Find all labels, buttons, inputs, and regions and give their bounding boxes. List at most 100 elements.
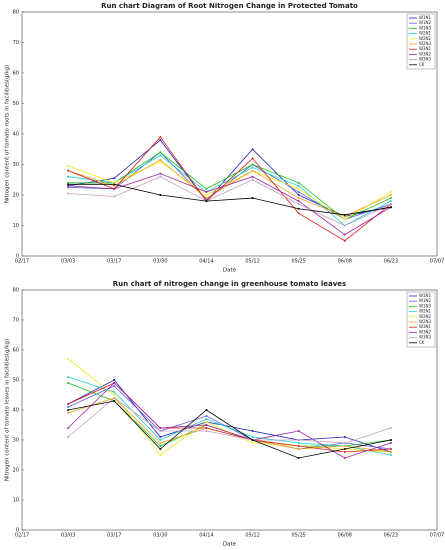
data-point [251, 178, 254, 181]
data-point [205, 421, 208, 423]
data-point [297, 442, 300, 444]
data-point [205, 190, 208, 193]
data-point [251, 175, 254, 178]
y-tick-label: 10 [13, 223, 19, 229]
data-point [159, 436, 162, 438]
x-tick-label: 06/08 [338, 259, 352, 265]
data-point [113, 195, 116, 198]
series-line [67, 358, 391, 456]
data-point [389, 439, 392, 441]
data-point [389, 442, 392, 444]
data-point [159, 442, 162, 444]
data-point [67, 358, 70, 360]
data-point [113, 184, 116, 187]
y-tick-label: 20 [13, 193, 19, 199]
plot-frame [21, 289, 438, 531]
data-point [297, 187, 300, 190]
data-point [251, 442, 254, 444]
legend-label: W3N1 [419, 46, 431, 51]
data-point [251, 148, 254, 151]
data-point [159, 454, 162, 456]
x-tick-label: 02/17 [15, 533, 29, 539]
series-line [67, 136, 392, 242]
x-axis-label: Date [223, 268, 237, 274]
data-point [205, 427, 208, 429]
series-line [67, 385, 391, 450]
data-point [297, 181, 300, 184]
legend-label: W3N2 [419, 51, 431, 56]
x-tick-label: 03/03 [61, 533, 75, 539]
x-tick-label: 05/25 [291, 533, 305, 539]
data-point [205, 430, 208, 432]
data-point [205, 200, 208, 203]
data-point [389, 454, 392, 456]
series-line [67, 382, 392, 459]
series-line [67, 376, 391, 456]
data-point [67, 403, 70, 405]
data-point [113, 394, 116, 396]
series-line [68, 176, 392, 226]
plot-frame [21, 11, 438, 257]
data-point [297, 184, 300, 187]
series-line [67, 397, 392, 444]
data-point [251, 197, 254, 200]
data-point [205, 424, 208, 426]
x-tick-label: 06/23 [384, 259, 398, 265]
x-axis-label: Date [223, 542, 237, 548]
data-point [113, 391, 116, 393]
series-line [68, 151, 392, 220]
data-point [343, 442, 346, 444]
x-tick-label: 03/03 [61, 259, 75, 265]
data-point [67, 427, 70, 429]
x-tick-label: 06/23 [384, 533, 398, 539]
x-tick-label: 02/17 [15, 259, 29, 265]
data-point [389, 451, 392, 453]
data-point [67, 169, 70, 172]
legend-label: W3N3 [419, 57, 431, 62]
data-point [113, 181, 116, 184]
data-point [297, 445, 300, 447]
y-tick-label: 80 [13, 288, 19, 294]
legend-label: W2N3 [419, 41, 431, 46]
data-point [159, 430, 162, 432]
data-point [297, 203, 300, 206]
data-point [113, 397, 116, 399]
data-point [205, 409, 208, 411]
data-point [389, 194, 392, 196]
data-point [297, 207, 300, 210]
legend-label: CK [419, 340, 425, 345]
y-tick-label: 70 [13, 318, 19, 324]
series-line [67, 382, 391, 453]
y-tick-label: 50 [13, 101, 19, 107]
legend-label: W1N3 [419, 25, 431, 30]
legend-label: W1N1 [419, 15, 431, 20]
data-point [389, 448, 392, 450]
series-line [68, 139, 391, 217]
data-point [297, 439, 300, 441]
x-tick-label: 07/07 [430, 259, 444, 265]
data-point [67, 412, 70, 414]
data-point [205, 418, 208, 420]
data-point [297, 194, 300, 196]
data-point [159, 158, 162, 161]
series-line [68, 400, 391, 459]
data-point [205, 187, 208, 190]
series-line [67, 160, 392, 220]
data-point [251, 436, 254, 438]
legend-label: W1N2 [419, 20, 431, 25]
x-tick-label: 05/12 [245, 533, 259, 539]
data-point [343, 215, 346, 218]
data-point [113, 187, 116, 190]
x-tick-label: 05/25 [291, 259, 305, 265]
data-point [67, 406, 70, 408]
data-point [67, 181, 70, 184]
y-tick-label: 0 [16, 254, 19, 260]
x-tick-label: 07/07 [430, 533, 444, 539]
x-tick-label: 04/14 [199, 533, 213, 539]
series-line [67, 379, 392, 453]
data-point [343, 239, 346, 242]
data-point [67, 192, 70, 195]
data-point [159, 154, 162, 157]
data-point [113, 379, 116, 381]
